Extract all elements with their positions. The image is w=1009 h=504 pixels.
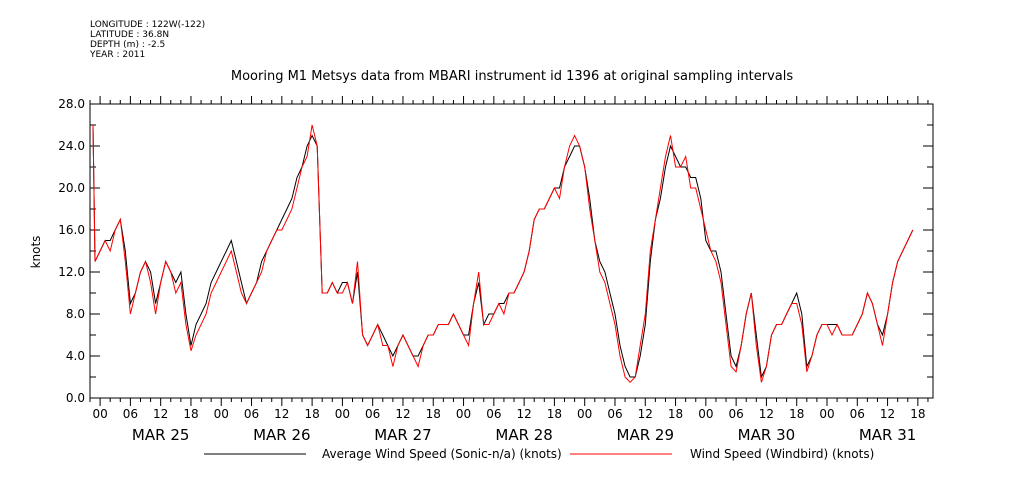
x-hour-label: 18 <box>910 407 925 421</box>
latitude-text: LATITUDE : 36.8N <box>90 30 170 40</box>
series-line-windbird <box>92 124 914 384</box>
year-text: YEAR : 2011 <box>90 50 146 60</box>
x-hour-label: 12 <box>880 407 895 421</box>
x-hour-label: 06 <box>365 407 380 421</box>
x-day-label: MAR 27 <box>374 426 431 444</box>
y-tick-label: 12.0 <box>58 265 85 279</box>
chart-title: Mooring M1 Metsys data from MBARI instru… <box>231 69 793 84</box>
y-tick-label: 8.0 <box>66 307 85 321</box>
series-layer <box>92 124 914 384</box>
x-day-label: MAR 25 <box>132 426 189 444</box>
x-hour-label: 00 <box>214 407 229 421</box>
metadata-block: LONGITUDE : 122W(-122) LATITUDE : 36.8N … <box>90 20 205 60</box>
legend-label-avg: Average Wind Speed (Sonic-n/a) (knots) <box>322 447 562 461</box>
x-hour-label: 12 <box>638 407 653 421</box>
x-hour-label: 18 <box>789 407 804 421</box>
x-hour-label: 06 <box>123 407 138 421</box>
x-hour-label: 18 <box>426 407 441 421</box>
x-hour-label: 12 <box>153 407 168 421</box>
x-hour-label: 00 <box>577 407 592 421</box>
plot-frame <box>89 103 934 399</box>
x-hour-label: 12 <box>274 407 289 421</box>
x-hour-label: 12 <box>516 407 531 421</box>
y-tick-label: 20.0 <box>58 181 85 195</box>
x-hour-label: 18 <box>304 407 319 421</box>
y-tick-label: 4.0 <box>66 349 85 363</box>
depth-text: DEPTH (m) : -2.5 <box>90 40 166 50</box>
x-hour-label: 00 <box>92 407 107 421</box>
x-hour-label: 18 <box>183 407 198 421</box>
x-day-label: MAR 28 <box>495 426 552 444</box>
x-hour-label: 06 <box>486 407 501 421</box>
x-hour-label: 12 <box>759 407 774 421</box>
y-tick-label: 16.0 <box>58 223 85 237</box>
tick-labels: 0.0 4.0 8.0 12.0 16.0 20.0 24.0 28.0 00 06 12 18 00 0… <box>58 97 925 444</box>
x-hour-label: 06 <box>728 407 743 421</box>
x-hour-label: 00 <box>698 407 713 421</box>
x-day-label: MAR 26 <box>253 426 310 444</box>
y-tick-label: 28.0 <box>58 97 85 111</box>
x-hour-label: 00 <box>335 407 350 421</box>
x-hour-label: 06 <box>850 407 865 421</box>
x-day-label: MAR 29 <box>617 426 674 444</box>
x-hour-label: 06 <box>244 407 259 421</box>
y-tick-label: 0.0 <box>66 391 85 405</box>
x-day-label: MAR 31 <box>859 426 916 444</box>
x-hour-label: 18 <box>547 407 562 421</box>
legend: Average Wind Speed (Sonic-n/a) (knots) W… <box>204 447 874 461</box>
longitude-text: LONGITUDE : 122W(-122) <box>90 20 206 30</box>
y-axis-label: knots <box>29 236 43 269</box>
y-tick-label: 24.0 <box>58 139 85 153</box>
x-hour-label: 18 <box>668 407 683 421</box>
x-hour-label: 06 <box>607 407 622 421</box>
x-hour-label: 00 <box>456 407 471 421</box>
series-line-avg <box>92 124 914 379</box>
legend-label-windbird: Wind Speed (Windbird) (knots) <box>690 447 874 461</box>
axes-and-ticks <box>89 96 934 406</box>
x-hour-label: 00 <box>819 407 834 421</box>
x-hour-label: 12 <box>395 407 410 421</box>
x-day-label: MAR 30 <box>738 426 795 444</box>
